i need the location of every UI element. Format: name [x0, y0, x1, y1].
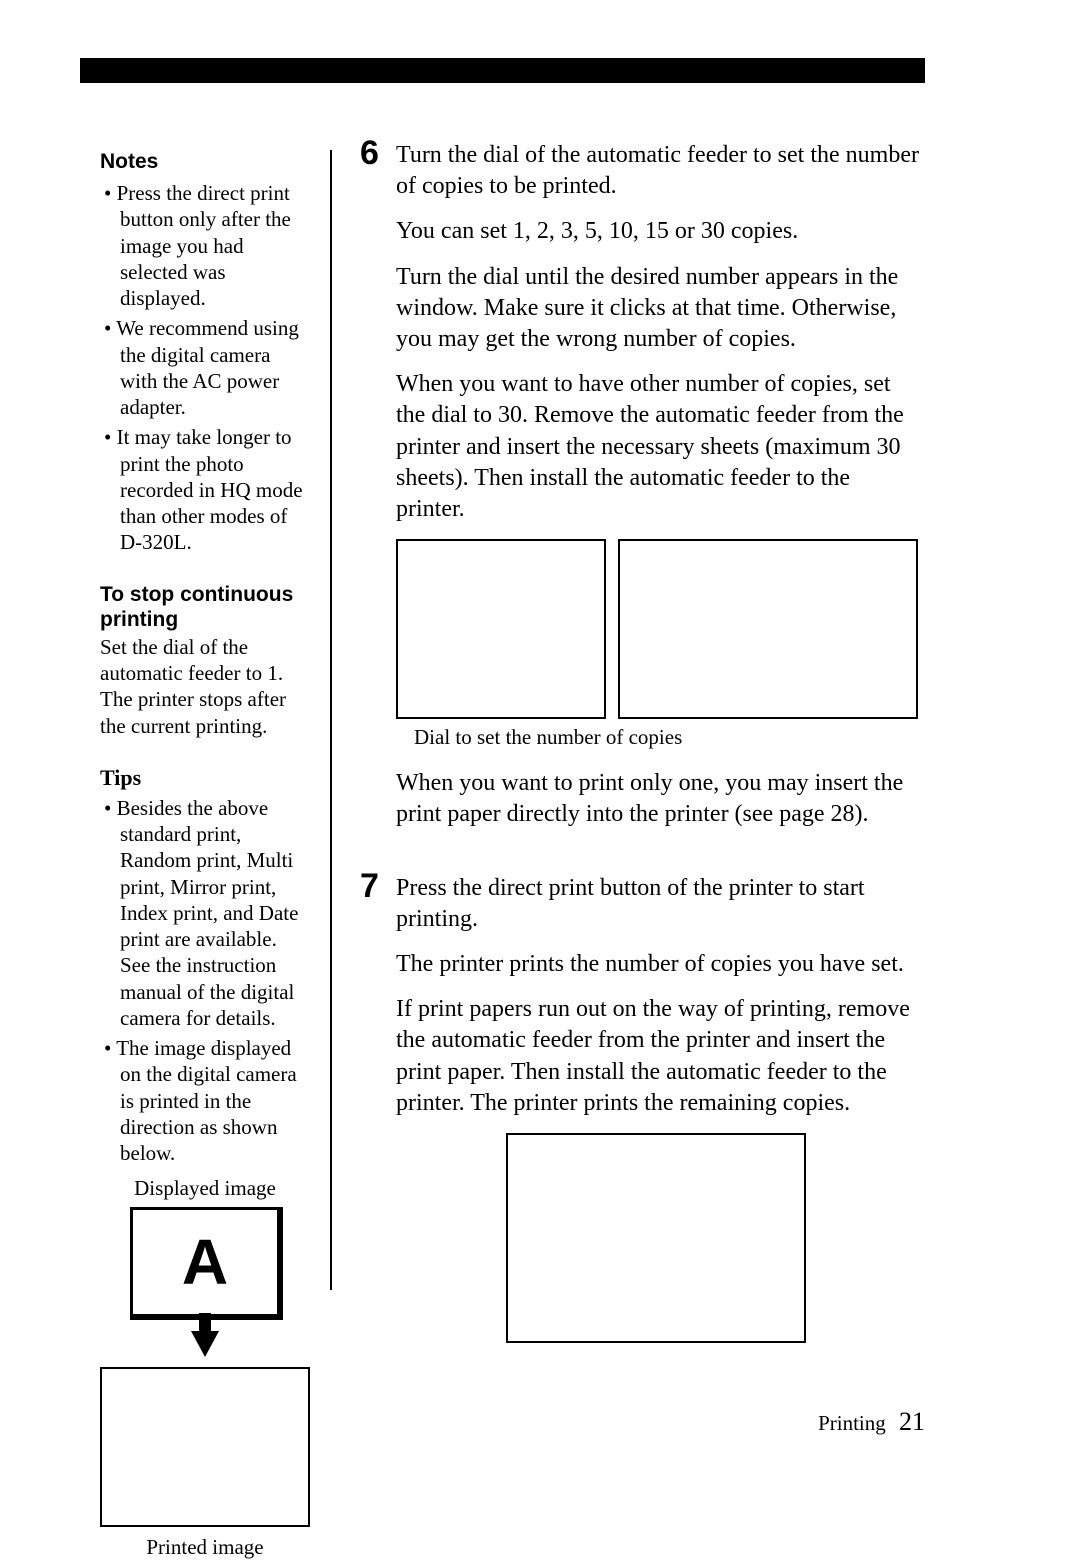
note-item: Press the direct print button only after… [104, 180, 310, 311]
tip-item: The image displayed on the digital camer… [104, 1035, 310, 1166]
sidebar: Notes Press the direct print button only… [100, 150, 310, 1566]
illustration-caption: Dial to set the number of copies [414, 725, 920, 750]
illustration-row [396, 539, 920, 719]
dial-illustration [396, 539, 606, 719]
tips-heading: Tips [100, 765, 310, 791]
feeder-illustration [618, 539, 918, 719]
step-text: You can set 1, 2, 3, 5, 10, 15 or 30 cop… [396, 216, 920, 247]
step-body: Turn the dial of the automatic feeder to… [396, 140, 920, 845]
displayed-image-label: Displayed image [100, 1176, 310, 1201]
page-number: 21 [899, 1407, 925, 1436]
step-7: 7 Press the direct print button of the p… [360, 873, 920, 1343]
stop-body: Set the dial of the automatic feeder to … [100, 634, 310, 739]
notes-list: Press the direct print button only after… [100, 180, 310, 556]
printed-image-label: Printed image [100, 1535, 310, 1560]
section-name: Printing [818, 1411, 886, 1435]
printer-illustration-main [506, 1133, 806, 1343]
note-item: It may take longer to print the photo re… [104, 424, 310, 555]
step-6: 6 Turn the dial of the automatic feeder … [360, 140, 920, 845]
step-number: 7 [360, 869, 396, 903]
notes-heading: Notes [100, 150, 310, 174]
vertical-divider [330, 150, 332, 1290]
displayed-image-illustration: A [130, 1207, 280, 1317]
page-footer: Printing 21 [818, 1407, 925, 1437]
step-text: Turn the dial of the automatic feeder to… [396, 140, 920, 202]
step-text: Turn the dial until the desired number a… [396, 262, 920, 356]
step-text: Press the direct print button of the pri… [396, 873, 920, 935]
tip-item: Besides the above standard print, Random… [104, 795, 310, 1031]
step-number: 6 [360, 136, 396, 170]
step-text: The printer prints the number of copies … [396, 949, 920, 980]
step-text: If print papers run out on the way of pr… [396, 994, 920, 1119]
step-text: When you want to have other number of co… [396, 369, 920, 525]
step-text: When you want to print only one, you may… [396, 768, 920, 830]
step-body: Press the direct print button of the pri… [396, 873, 920, 1343]
stop-heading: To stop continuous printing [100, 582, 310, 632]
tips-list: Besides the above standard print, Random… [100, 795, 310, 1167]
printer-illustration-side [100, 1367, 310, 1527]
top-bar [80, 58, 925, 83]
main-content: 6 Turn the dial of the automatic feeder … [360, 140, 920, 1371]
note-item: We recommend using the digital camera wi… [104, 315, 310, 420]
arrow-down-icon [191, 1331, 219, 1357]
letter-a: A [182, 1225, 228, 1299]
